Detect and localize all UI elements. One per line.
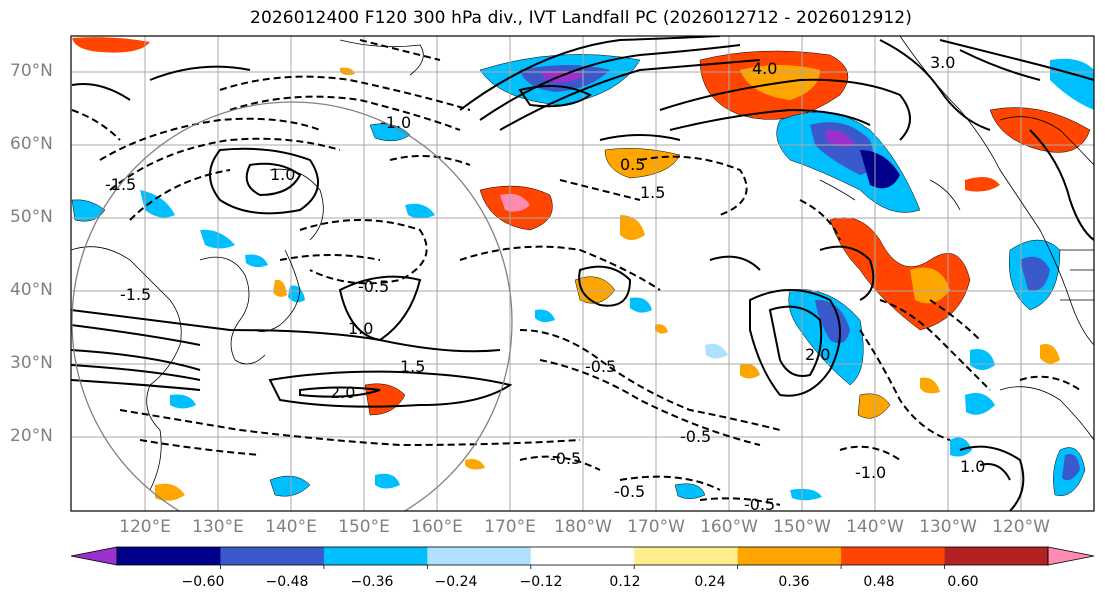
contour-label: -1.0 xyxy=(855,463,886,482)
lon-label: 140°E xyxy=(265,517,317,537)
lat-label: 50°N xyxy=(10,207,53,227)
lon-label: 120°E xyxy=(119,517,171,537)
lat-label: 20°N xyxy=(10,426,53,446)
positive-shading xyxy=(72,37,1091,501)
contour-label: 0.5 xyxy=(620,155,645,174)
positive-contours xyxy=(71,36,1094,511)
lat-label: 60°N xyxy=(10,134,53,154)
lat-label: 30°N xyxy=(10,353,53,373)
contour-label: 2.0 xyxy=(330,383,355,402)
contour-label: -0.5 xyxy=(550,449,581,468)
colorbar-segment xyxy=(530,547,635,565)
colorbar-tick-label: −0.24 xyxy=(434,574,478,590)
colorbar-extend-low xyxy=(70,546,118,566)
contour-label: 4.0 xyxy=(752,59,777,78)
contour-label: -1.5 xyxy=(105,175,136,194)
colorbar xyxy=(70,546,1095,569)
lon-label: 180°W xyxy=(554,517,612,537)
colorbar-tick-label: −0.36 xyxy=(350,574,394,590)
contour-label: -0.5 xyxy=(680,427,711,446)
contour-label: 1.5 xyxy=(400,357,425,376)
lon-label: 160°E xyxy=(411,517,463,537)
contour-labels: -1.5 -1.0 -0.5 0.5 1.0 1.5 2.0 3.0 4.0 -… xyxy=(105,53,985,514)
figure-title: 2026012400 F120 300 hPa div., IVT Landfa… xyxy=(250,8,912,28)
colorbar-segment xyxy=(944,547,1049,565)
contour-label: -0.5 xyxy=(614,482,645,501)
colorbar-segment xyxy=(841,547,946,565)
colorbar-segment xyxy=(634,547,739,565)
contour-label: -1.5 xyxy=(120,285,151,304)
negative-contours xyxy=(71,39,1081,506)
lon-label: 130°W xyxy=(919,517,977,537)
lat-label: 70°N xyxy=(10,61,53,81)
lon-label: 170°W xyxy=(627,517,685,537)
map-plot-area xyxy=(71,36,1094,511)
contour-label: -1.0 xyxy=(380,113,411,132)
colorbar-segment xyxy=(220,547,325,565)
colorbar-tick-label: 0.24 xyxy=(694,574,726,590)
colorbar-segment xyxy=(323,547,428,565)
colorbar-tick-label: −0.48 xyxy=(265,574,309,590)
contour-label: -0.5 xyxy=(358,277,389,296)
contour-label: -0.5 xyxy=(585,357,616,376)
lon-label: 170°E xyxy=(484,517,536,537)
colorbar-tick-label: 0.36 xyxy=(778,574,810,590)
colorbar-segment xyxy=(117,547,221,565)
colorbar-extend-high xyxy=(1047,546,1095,566)
lon-label: 160°W xyxy=(700,517,758,537)
colorbar-segment xyxy=(737,547,842,565)
colorbar-tick-label: −0.12 xyxy=(519,574,563,590)
colorbar-tick-label: 0.48 xyxy=(863,574,895,590)
lat-label: 40°N xyxy=(10,280,53,300)
colorbar-segment xyxy=(427,547,532,565)
colorbar-tick-label: −0.60 xyxy=(181,574,225,590)
map-frame xyxy=(70,35,1095,512)
lon-label: 130°E xyxy=(192,517,244,537)
contour-label: 1.0 xyxy=(348,319,373,338)
contour-label: 1.5 xyxy=(640,183,665,202)
contour-label: 1.0 xyxy=(270,165,295,184)
lon-label: 140°W xyxy=(846,517,904,537)
colorbar-frame xyxy=(116,546,1049,566)
contour-label: 1.0 xyxy=(960,457,985,476)
landfall-region-circle xyxy=(71,101,513,511)
colorbar-tick-label: 0.60 xyxy=(947,574,979,590)
lon-label: 150°W xyxy=(773,517,831,537)
coastlines xyxy=(71,36,1094,491)
lon-label: 150°E xyxy=(338,517,390,537)
colorbar-tick-label: 0.12 xyxy=(609,574,641,590)
contour-label: 2.0 xyxy=(805,345,830,364)
contour-label: -0.5 xyxy=(744,495,775,514)
lon-label: 120°W xyxy=(992,517,1050,537)
contour-label: 3.0 xyxy=(930,53,955,72)
